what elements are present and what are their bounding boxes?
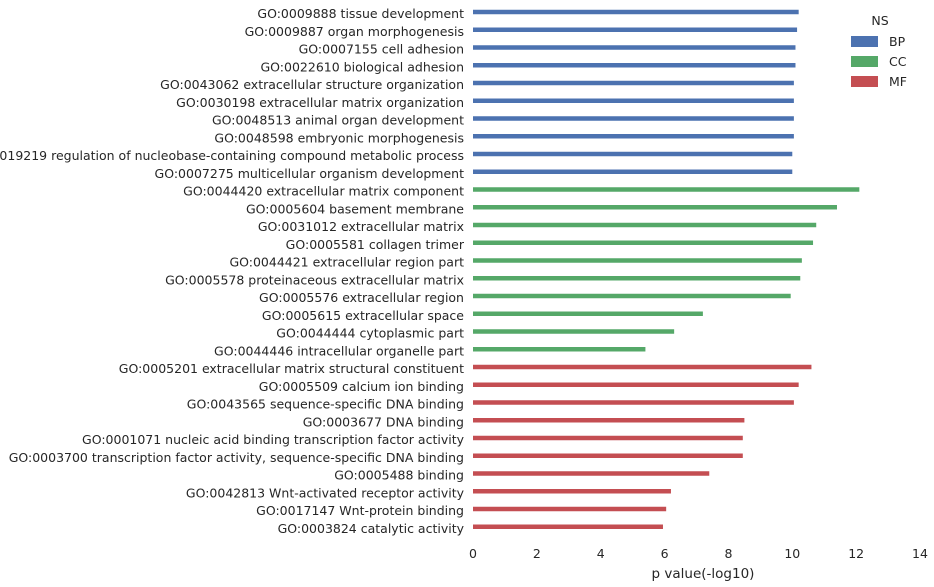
legend-label-cc: CC [889, 54, 907, 69]
category-label: GO:0005604 basement membrane [246, 201, 464, 216]
bar-mf [473, 435, 743, 441]
category-label: GO:0005581 collagen trimer [286, 237, 465, 252]
bar-cc [473, 311, 703, 316]
x-tick-label: 4 [597, 546, 605, 561]
category-label: GO:0005488 binding [334, 468, 464, 483]
category-label: GO:0005615 extracellular space [262, 308, 464, 323]
bar-mf [473, 471, 710, 476]
category-label: GO:0005578 proteinaceous extracellular m… [165, 272, 464, 287]
bar-bp [473, 98, 794, 103]
bar-bp [473, 9, 799, 15]
category-label: GO:0044446 intracellular organelle part [214, 343, 464, 358]
category-label: GO:0019219 regulation of nucleobase-cont… [0, 148, 464, 163]
bar-cc [473, 187, 860, 192]
bar-cc [473, 293, 791, 299]
bar-mf [473, 453, 743, 458]
category-label: GO:0031012 extracellular matrix [258, 219, 464, 234]
bar-cc [473, 258, 802, 263]
legend-label-mf: MF [889, 74, 907, 89]
x-tick-labels: 0 2 4 6 8 10 12 14 [469, 546, 928, 561]
x-tick-label: 2 [533, 546, 541, 561]
legend-swatch-bp [851, 36, 878, 47]
category-label: GO:0003700 transcription factor activity… [9, 450, 464, 465]
bar-bp [473, 116, 794, 121]
category-label: GO:0022610 biological adhesion [261, 59, 465, 74]
bar-cc [473, 240, 814, 245]
bar-cc [473, 222, 817, 228]
bar-bp [473, 134, 794, 139]
legend-title: NS [871, 13, 888, 28]
category-label: GO:0048513 animal organ development [212, 113, 464, 128]
x-tick-label: 14 [912, 546, 928, 561]
category-label: GO:0044421 extracellular region part [229, 255, 464, 270]
category-label: GO:0005576 extracellular region [259, 290, 464, 305]
bars-group [473, 9, 860, 529]
category-labels: GO:0009888 tissue development GO:0009887 … [0, 6, 465, 536]
x-tick-label: 8 [724, 546, 732, 561]
category-label: GO:0001071 nucleic acid binding transcri… [82, 432, 465, 447]
bar-mf [473, 524, 663, 529]
x-tick-label: 12 [848, 546, 864, 561]
x-tick-label: 10 [784, 546, 800, 561]
category-label: GO:0044420 extracellular matrix componen… [183, 184, 464, 199]
bar-mf [473, 489, 671, 494]
bar-mf [473, 506, 667, 512]
legend-swatch-cc [851, 56, 878, 67]
category-label: GO:0009887 organ morphogenesis [245, 24, 464, 39]
bar-bp [473, 80, 794, 86]
legend: NS BP CC MF [851, 13, 907, 89]
legend-label-bp: BP [889, 34, 906, 49]
bar-bp [473, 45, 796, 50]
category-label: GO:0048598 embryonic morphogenesis [214, 130, 464, 145]
category-label: GO:0005201 extracellular matrix structur… [119, 361, 464, 376]
category-label: GO:0005509 calcium ion binding [259, 379, 464, 394]
bar-mf [473, 400, 794, 405]
legend-swatch-mf [851, 76, 878, 87]
bar-bp [473, 169, 793, 174]
x-axis-title: p value(-log10) [652, 566, 755, 582]
bar-bp [473, 151, 793, 157]
bar-bp [473, 63, 796, 68]
category-label: GO:0007275 multicellular organism develo… [155, 166, 465, 181]
bar-cc [473, 205, 837, 210]
category-label: GO:0007155 cell adhesion [299, 42, 464, 57]
bar-bp [473, 27, 798, 32]
category-label: GO:0017147 Wnt-protein binding [256, 503, 464, 518]
category-label: GO:0043565 sequence-specific DNA binding [187, 397, 464, 412]
category-label: GO:0009888 tissue development [257, 6, 464, 21]
bar-cc [473, 276, 801, 281]
x-tick-label: 6 [661, 546, 669, 561]
category-label: GO:0044444 cytoplasmic part [276, 326, 464, 341]
bar-cc [473, 329, 675, 334]
bar-mf [473, 418, 745, 423]
category-label: GO:0003677 DNA binding [303, 414, 464, 429]
x-tick-label: 0 [469, 546, 477, 561]
category-label: GO:0003824 catalytic activity [278, 521, 465, 536]
category-label: GO:0043062 extracellular structure organ… [160, 77, 464, 92]
bar-mf [473, 364, 812, 370]
bar-mf [473, 382, 799, 387]
bar-cc [473, 347, 646, 352]
category-label: GO:0030198 extracellular matrix organiza… [176, 95, 464, 110]
category-label: GO:0042813 Wnt-activated receptor activi… [186, 485, 465, 500]
